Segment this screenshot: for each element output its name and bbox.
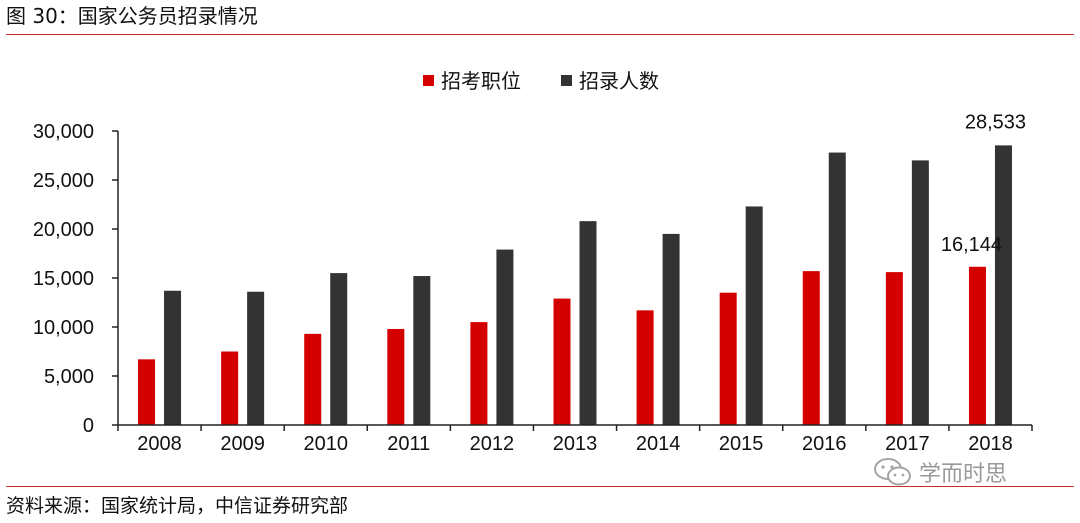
x-tick-label: 2013 <box>553 433 598 455</box>
bar-hires-2018 <box>994 145 1012 426</box>
x-tick-label: 2011 <box>387 433 430 455</box>
bar-positions-2012 <box>470 322 488 425</box>
y-tick-label: 20,000 <box>33 219 94 241</box>
x-tick-label: 2009 <box>220 433 265 455</box>
bar-positions-2017 <box>885 272 903 425</box>
bar-positions-2008 <box>138 359 156 425</box>
bar-hires-2017 <box>911 160 929 425</box>
wechat-icon <box>874 458 911 486</box>
legend-label: 招考职位 <box>441 69 521 93</box>
axes-group <box>112 130 1033 431</box>
bar-positions-2010 <box>304 333 322 425</box>
bar-hires-2015 <box>745 206 763 425</box>
bar-hires-2012 <box>496 249 514 425</box>
bar-positions-2016 <box>802 271 820 425</box>
bar-hires-2013 <box>579 221 597 425</box>
y-tick-label: 5,000 <box>44 366 94 388</box>
y-tick-label: 30,000 <box>33 121 94 143</box>
y-tick-label: 10,000 <box>33 317 94 339</box>
bar-hires-2011 <box>413 276 431 425</box>
x-tick-label: 2017 <box>885 433 930 455</box>
chart-legend: 招考职位 招录人数 <box>423 69 659 93</box>
bar-positions-2013 <box>553 298 571 425</box>
x-tick-label: 2014 <box>636 433 681 455</box>
legend-label: 招录人数 <box>579 69 659 93</box>
legend-swatch <box>561 75 572 86</box>
bar-hires-2016 <box>828 152 846 425</box>
labels-group: 0 5,000 10,000 15,000 20,000 25,000 30,000 2008… <box>33 111 1026 455</box>
x-tick-label: 2012 <box>470 433 515 455</box>
bottom-rule <box>6 486 1074 487</box>
bar-positions-2014 <box>636 310 654 425</box>
figure-title: 图 30：国家公务员招录情况 <box>6 4 258 28</box>
bar-positions-2009 <box>221 351 239 425</box>
y-tick-label: 0 <box>83 415 94 437</box>
bars-group <box>138 145 1012 426</box>
bar-hires-2008 <box>164 290 182 425</box>
bar-positions-2015 <box>719 292 737 425</box>
x-tick-label: 2016 <box>802 433 847 455</box>
watermark: 学而时思 <box>873 456 1007 488</box>
y-tick-label: 25,000 <box>33 170 94 192</box>
x-tick-label: 2015 <box>719 433 764 455</box>
x-tick-label: 2008 <box>137 433 182 455</box>
source-note: 资料来源：国家统计局，中信证券研究部 <box>6 495 349 517</box>
bar-positions-2011 <box>387 328 405 425</box>
bar-hires-2009 <box>247 291 265 425</box>
x-tick-label: 2018 <box>968 433 1013 455</box>
bar-hires-2010 <box>330 273 348 425</box>
bar-hires-2014 <box>662 233 680 425</box>
top-rule <box>6 34 1074 35</box>
data-label: 28,533 <box>965 111 1026 133</box>
watermark-text: 学而时思 <box>919 462 1008 487</box>
bar-positions-2018 <box>968 266 986 425</box>
x-tick-label: 2010 <box>303 433 348 455</box>
data-label: 16,144 <box>941 234 1002 256</box>
legend-swatch <box>423 75 434 86</box>
y-tick-label: 15,000 <box>33 268 94 290</box>
